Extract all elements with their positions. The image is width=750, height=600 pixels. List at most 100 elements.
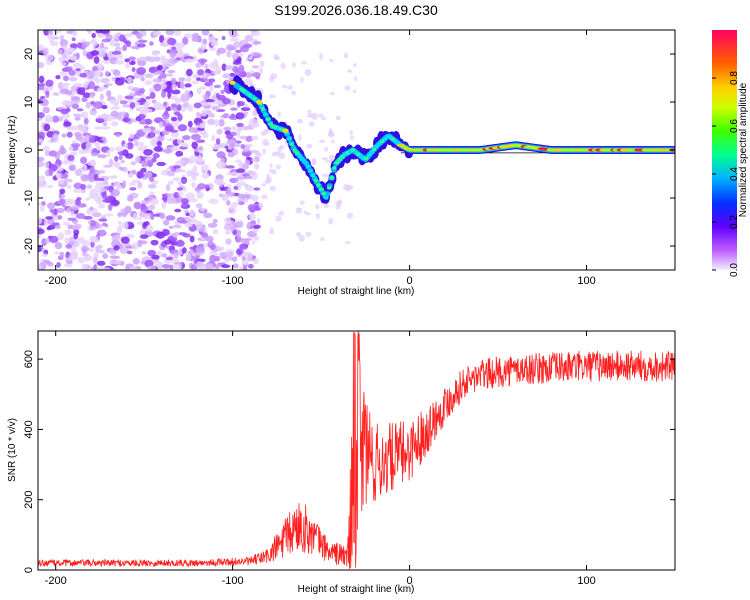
noise-blob	[111, 188, 120, 197]
noise-blob	[253, 236, 260, 241]
noise-blob	[114, 59, 125, 65]
carrier-blob-inner	[332, 165, 337, 170]
noise-blob	[301, 60, 307, 65]
noise-blob	[221, 196, 228, 202]
noise-blob	[165, 256, 174, 261]
noise-blob	[157, 64, 163, 70]
noise-blob	[83, 164, 88, 173]
noise-blob	[222, 73, 231, 79]
colorbar-tick-label: 0.2	[729, 215, 740, 229]
noise-blob	[67, 184, 72, 190]
noise-blob	[148, 204, 156, 211]
noise-blob	[77, 87, 86, 95]
noise-blob	[69, 210, 75, 217]
noise-blob	[247, 253, 254, 260]
noise-blob	[266, 173, 271, 180]
noise-blob	[228, 46, 238, 51]
noise-blob	[63, 66, 73, 72]
noise-blob	[111, 51, 122, 55]
noise-blob	[298, 134, 302, 141]
noise-blob	[113, 103, 119, 107]
noise-blob	[131, 242, 139, 250]
noise-blob	[140, 205, 149, 214]
noise-blob	[281, 84, 287, 89]
noise-blob	[95, 145, 101, 151]
noise-blob	[146, 265, 157, 270]
noise-blob	[130, 45, 140, 50]
noise-blob	[196, 192, 204, 199]
noise-blob	[180, 169, 186, 173]
noise-blob	[195, 62, 201, 69]
noise-blob	[227, 151, 235, 158]
carrier-blob-inner	[295, 151, 300, 155]
carrier-blob-inner	[260, 107, 265, 111]
noise-blob	[55, 75, 61, 80]
noise-blob	[47, 33, 53, 40]
noise-blob	[97, 170, 106, 174]
noise-blob	[160, 169, 169, 176]
noise-blob	[201, 172, 210, 179]
noise-blob	[253, 187, 261, 191]
colorbar-ticks: 0.0 0.2 0.4 0.6 0.8	[712, 71, 740, 277]
noise-blob	[58, 178, 65, 185]
noise-blob	[81, 263, 88, 270]
noise-blob	[101, 38, 110, 43]
noise-blob	[253, 52, 263, 58]
noise-blob	[298, 235, 306, 242]
noise-blob	[247, 203, 257, 211]
noise-blob	[223, 126, 232, 131]
noise-blob	[195, 246, 206, 254]
x-tick-label: -100	[222, 275, 244, 287]
noise-blob	[143, 145, 148, 149]
noise-blob	[124, 205, 132, 214]
noise-blob	[76, 196, 82, 201]
noise-blob	[126, 250, 133, 255]
noise-blob	[239, 135, 248, 140]
noise-blob	[323, 203, 330, 209]
noise-blob	[128, 133, 135, 139]
carrier-blob-inner	[289, 142, 295, 147]
noise-blob	[52, 133, 59, 141]
noise-blob	[125, 40, 132, 48]
noise-blob	[261, 194, 268, 200]
noise-blob	[188, 198, 198, 203]
y-tick-label: -10	[23, 190, 35, 206]
carrier-peak	[229, 80, 236, 85]
noise-blob	[83, 117, 89, 125]
noise-blob	[212, 70, 221, 75]
colorbar: 0.0 0.2 0.4 0.6 0.8 Normalized spectral ampl…	[712, 30, 749, 277]
noise-blob	[352, 89, 357, 94]
noise-blob	[184, 222, 193, 228]
noise-blob	[187, 93, 193, 99]
noise-blob	[279, 144, 285, 150]
noise-blob	[199, 122, 204, 129]
snr-y-ticks: 0 200 400 600	[23, 350, 675, 573]
noise-blob	[153, 83, 162, 92]
noise-blob	[169, 50, 177, 59]
noise-blob	[226, 251, 234, 259]
noise-blob	[220, 142, 230, 147]
noise-blob	[75, 68, 81, 72]
noise-blob	[156, 161, 166, 167]
noise-blob	[155, 231, 166, 239]
noise-blob	[66, 131, 73, 138]
noise-blob	[170, 103, 178, 108]
noise-blob	[216, 128, 223, 135]
noise-blob	[69, 43, 79, 48]
noise-blob	[173, 251, 179, 259]
noise-blob	[196, 139, 206, 143]
noise-blob	[166, 197, 176, 205]
noise-blob	[117, 150, 127, 156]
noise-blob	[128, 92, 135, 96]
noise-blob	[57, 232, 64, 241]
noise-blob	[218, 251, 228, 257]
noise-blob	[72, 113, 81, 117]
noise-blob	[213, 84, 222, 89]
x-tick-label: -200	[45, 575, 67, 587]
noise-blob	[250, 51, 254, 59]
noise-blob	[350, 135, 354, 140]
noise-blob	[92, 256, 99, 264]
noise-blob	[286, 85, 293, 90]
noise-blob	[181, 247, 187, 254]
snr-series-line	[38, 331, 675, 569]
